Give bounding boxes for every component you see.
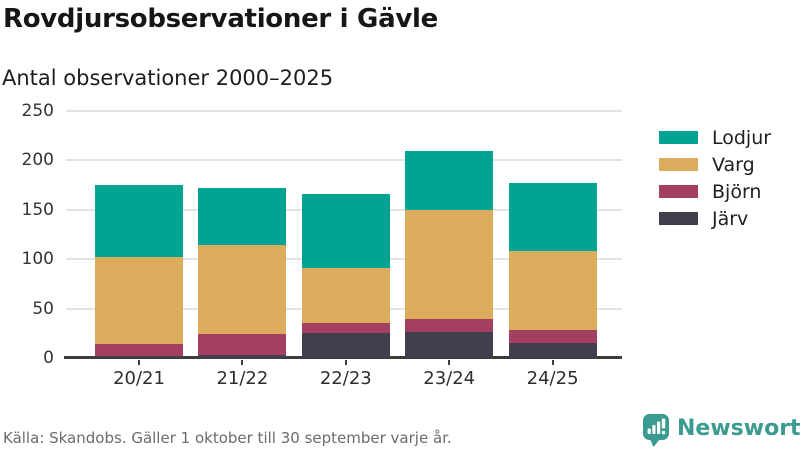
newsworthy-logo-text: Newsworthy [677,416,800,441]
bar-22-23 [301,194,390,358]
legend-label: Varg [712,153,755,176]
bar-segment-björn [301,323,390,334]
x-axis-tick [551,360,554,365]
legend-swatch [659,212,698,225]
bar-segment-varg [405,209,494,320]
legend-item-lodjur: Lodjur [659,127,771,149]
x-axis-tick-label: 23/24 [423,368,476,389]
bar-segment-lodjur [301,194,390,269]
bar-segment-varg [198,245,287,335]
bar-23-24 [405,150,494,358]
bar-segment-björn [405,319,494,333]
bar-24-25 [508,183,597,358]
bar-segment-järv [198,355,287,358]
bar-segment-lodjur [508,183,597,252]
bar-segment-järv [95,356,183,358]
legend-swatch [659,158,698,171]
bar-segment-varg [95,257,183,345]
x-axis-tick [344,360,347,365]
bar-segment-lodjur [95,185,183,258]
bar-segment-järv [301,333,390,358]
y-axis-tick-label: 0 [43,348,54,368]
plot-area: 0 50 100 150 200 250 20/21 21/22 22/23 23/24 24/25 [0,102,622,389]
bar-segment-lodjur [405,150,494,210]
legend-item-varg: Varg [659,154,771,176]
legend-swatch [659,131,698,144]
bar-segment-lodjur [198,188,287,246]
source-note: Källa: Skandobs. Gäller 1 oktober till 3… [3,429,452,447]
bar-segment-järv [508,343,597,358]
y-axis-tick-label: 200 [21,150,54,171]
stacked-bar-chart: 0 50 100 150 200 250 20/21 21/22 22/23 23/24 24/25 [0,102,622,389]
legend-label: Lodjur [712,126,772,149]
newsworthy-logo-icon [643,414,669,447]
bar-21-22 [198,188,287,358]
legend-item-björn: Björn [659,181,771,203]
chart-legend: Lodjur Varg Björn Järv [659,127,771,230]
y-axis-tick-label: 150 [21,199,54,220]
bar-segment-järv [405,332,494,358]
x-axis-tick-label: 21/22 [216,368,269,389]
legend-label: Järv [712,207,749,230]
x-axis-tick [138,360,140,365]
x-axis-tick [241,360,244,365]
x-axis-tick-label: 22/23 [319,368,372,389]
x-axis-tick-label: 24/25 [526,368,579,389]
chart-subtitle: Antal observationer 2000–2025 [2,66,334,90]
legend-swatch [659,185,698,198]
gridline [66,110,622,112]
legend-label: Björn [712,180,762,203]
page-title: Rovdjursobservationer i Gävle [3,4,438,34]
bar-segment-björn [95,344,183,357]
bar-segment-björn [198,334,287,356]
x-axis-tick-label: 20/21 [113,368,165,389]
newsworthy-logo: Newsworthy [643,414,800,447]
y-axis-tick-label: 100 [21,249,54,270]
legend-item-järv: Järv [659,208,771,230]
bar-20-21 [95,185,183,358]
bar-segment-varg [508,251,597,331]
bar-segment-varg [301,268,390,324]
bar-segment-björn [508,330,597,344]
x-axis-tick [448,360,451,365]
y-axis-tick-label: 50 [32,298,54,319]
gridline [66,159,622,162]
y-axis-tick-label: 250 [21,101,54,121]
